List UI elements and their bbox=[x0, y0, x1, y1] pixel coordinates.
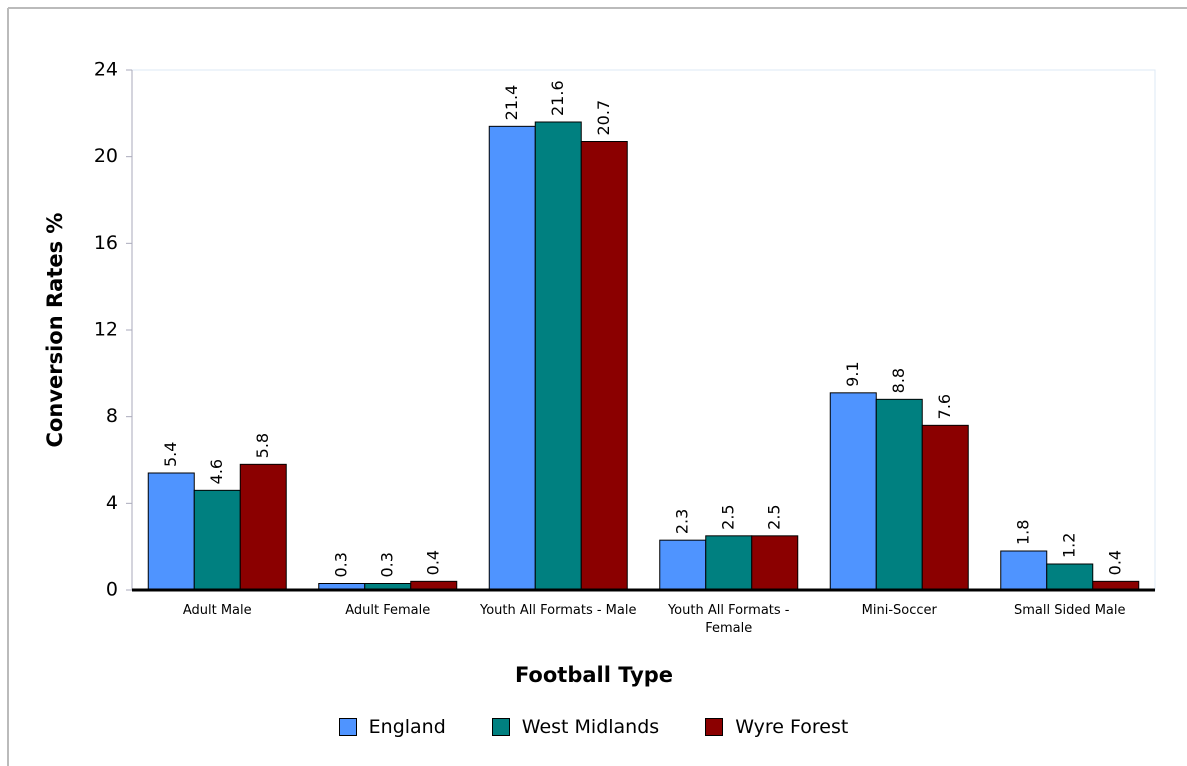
bar bbox=[488, 125, 536, 591]
y-tick-label: 12 bbox=[94, 319, 118, 341]
y-tick-label: 20 bbox=[94, 145, 118, 167]
bar bbox=[1046, 563, 1094, 591]
bar bbox=[751, 535, 799, 591]
legend-label: Wyre Forest bbox=[735, 716, 849, 738]
bar bbox=[193, 489, 241, 591]
legend-item: Wyre Forest bbox=[705, 716, 848, 738]
value-label: 1.8 bbox=[1013, 520, 1032, 545]
x-axis-title: Football Type bbox=[515, 663, 673, 687]
bar bbox=[239, 463, 287, 591]
bar bbox=[705, 535, 753, 591]
value-label: 0.4 bbox=[423, 550, 442, 575]
value-label: 21.6 bbox=[548, 80, 567, 116]
legend-item: West Midlands bbox=[491, 716, 660, 738]
bar bbox=[1000, 550, 1048, 591]
value-label: 2.5 bbox=[718, 504, 737, 529]
value-label: 2.5 bbox=[764, 504, 783, 529]
value-label: 2.3 bbox=[672, 509, 691, 534]
bar bbox=[580, 141, 628, 591]
legend-label: West Midlands bbox=[521, 716, 660, 738]
y-tick-label: 8 bbox=[106, 405, 118, 427]
x-tick-label: Youth All Formats - Female bbox=[667, 603, 790, 636]
value-label: 20.7 bbox=[594, 100, 613, 136]
legend-swatch bbox=[491, 718, 510, 736]
value-label: 8.8 bbox=[889, 368, 908, 393]
value-label: 7.6 bbox=[935, 394, 954, 419]
y-tick-label: 0 bbox=[106, 579, 118, 601]
bar bbox=[921, 424, 969, 591]
bar bbox=[659, 539, 707, 591]
x-tick-label: Small Sided Male bbox=[1013, 603, 1126, 618]
legend-swatch bbox=[705, 718, 724, 736]
value-label: 0.3 bbox=[377, 552, 396, 577]
value-label: 0.3 bbox=[331, 552, 350, 577]
bar bbox=[829, 392, 877, 591]
legend-swatch bbox=[338, 718, 357, 736]
value-label: 0.4 bbox=[1105, 550, 1124, 575]
x-tick-label: Adult Female bbox=[345, 603, 431, 618]
legend-label: England bbox=[368, 716, 446, 738]
value-label: 1.2 bbox=[1059, 533, 1078, 558]
value-label: 21.4 bbox=[502, 85, 521, 121]
y-tick-label: 24 bbox=[94, 59, 118, 81]
x-tick-label: Adult Male bbox=[182, 603, 252, 618]
y-tick-label: 4 bbox=[106, 492, 118, 514]
legend: England West Midlands Wyre Forest bbox=[0, 716, 1187, 738]
bar bbox=[147, 472, 195, 591]
y-tick-label: 16 bbox=[94, 232, 118, 254]
legend-item: England bbox=[338, 716, 446, 738]
bar bbox=[875, 398, 923, 591]
value-label: 4.6 bbox=[207, 459, 226, 484]
x-tick-label: Mini-Soccer bbox=[861, 603, 937, 618]
value-label: 5.8 bbox=[253, 433, 272, 458]
x-tick-label: Youth All Formats - Male bbox=[480, 603, 637, 618]
y-axis-title: Conversion Rates % bbox=[43, 213, 67, 448]
value-label: 9.1 bbox=[843, 361, 862, 386]
bar bbox=[534, 121, 582, 591]
value-label: 5.4 bbox=[161, 442, 180, 467]
